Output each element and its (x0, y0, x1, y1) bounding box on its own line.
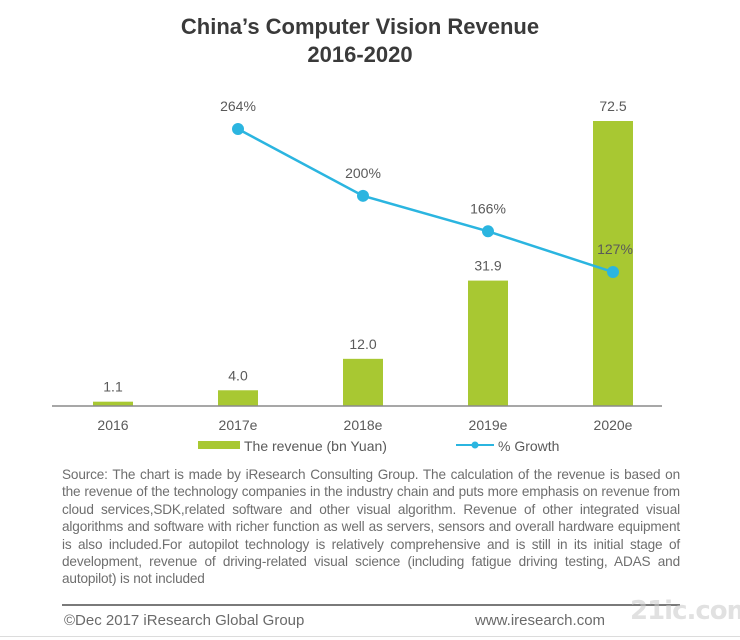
bar-value-label: 4.0 (228, 367, 248, 383)
watermark-logo: 21ic.com (630, 596, 740, 626)
x-tick-label: 2018e (344, 417, 383, 433)
legend-marker-growth (471, 441, 479, 449)
growth-value-label: 200% (345, 165, 381, 181)
growth-value-label: 127% (597, 241, 633, 257)
bars-group: 1.1 4.0 12.0 31.9 72.5 (93, 98, 633, 406)
growth-point-2019e (482, 225, 494, 238)
bar-2018e (343, 358, 383, 406)
bar-2020e (593, 121, 633, 406)
growth-value-label: 166% (470, 200, 506, 216)
chart: China’s Computer Vision Revenue 2016-202… (52, 14, 662, 454)
bar-value-label: 1.1 (103, 379, 123, 395)
legend: The revenue (bn Yuan) % Growth (198, 438, 559, 454)
bar-value-label: 12.0 (349, 336, 376, 352)
chart-title: China’s Computer Vision Revenue (181, 14, 539, 39)
bar-2016 (93, 401, 133, 406)
source-note: Source: The chart is made by iResearch C… (62, 467, 680, 587)
bar-2019e (468, 280, 508, 406)
growth-value-label: 264% (220, 98, 256, 114)
bar-2017e (218, 390, 258, 406)
copyright-text: ©Dec 2017 iResearch Global Group (64, 612, 305, 629)
legend-swatch-revenue (198, 441, 240, 449)
footer-divider (62, 604, 680, 606)
bar-value-label: 31.9 (474, 258, 501, 274)
legend-label-revenue: The revenue (bn Yuan) (244, 438, 387, 454)
x-tick-label: 2020e (594, 417, 633, 433)
legend-label-growth: % Growth (498, 438, 559, 454)
x-tick-label: 2017e (219, 417, 258, 433)
website-link[interactable]: www.iresearch.com (475, 612, 606, 629)
bar-value-label: 72.5 (599, 98, 626, 114)
chart-subtitle: 2016-2020 (307, 42, 412, 67)
x-tick-label: 2016 (97, 417, 128, 433)
growth-point-2018e (357, 189, 369, 202)
growth-line-group: 264% 200% 166% 127% (220, 98, 633, 279)
x-tick-label: 2019e (469, 417, 508, 433)
growth-line (237, 127, 614, 274)
x-tick-labels: 2016 2017e 2018e 2019e 2020e (97, 417, 632, 433)
growth-point-2017e (232, 123, 244, 135)
growth-point-2020e (607, 266, 619, 279)
bottom-border (0, 636, 740, 637)
